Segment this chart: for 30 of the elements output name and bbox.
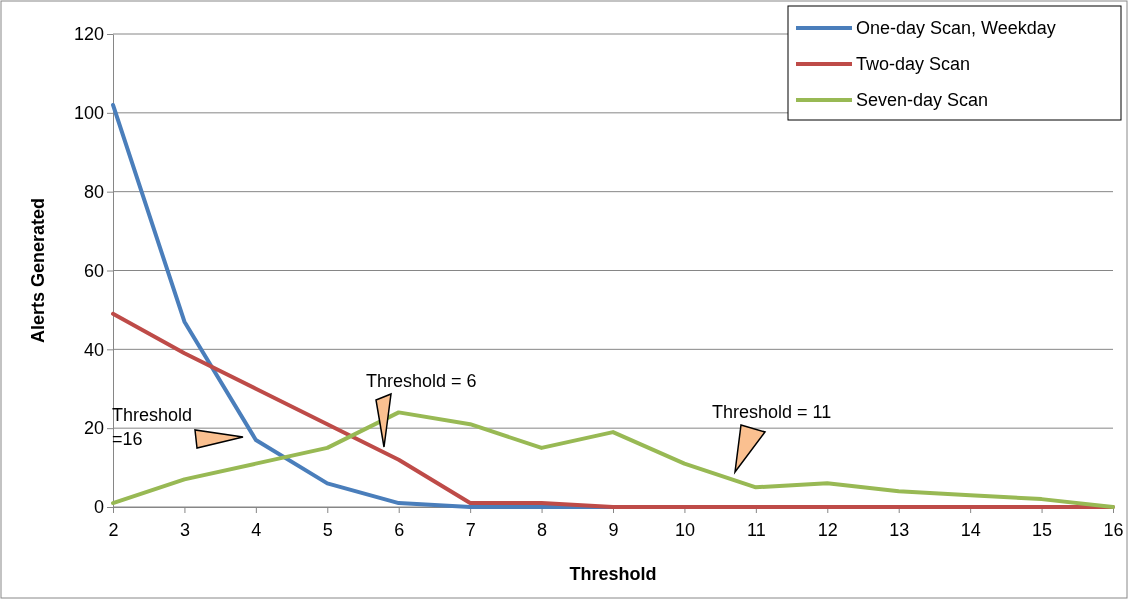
y-tick-label: 0 xyxy=(93,497,104,518)
annotation: Threshold = 11 xyxy=(712,402,832,422)
legend-label: One-day Scan, Weekday xyxy=(856,18,1056,38)
y-axis-title: Alerts Generated xyxy=(28,197,48,344)
y-tick-label: 20 xyxy=(83,418,104,439)
x-axis-title: Threshold xyxy=(569,564,657,584)
y-tick-label: 100 xyxy=(73,103,104,124)
legend-label: Seven-day Scan xyxy=(856,90,989,110)
legend-label: Two-day Scan xyxy=(856,54,971,74)
x-tick-label: 15 xyxy=(1032,519,1053,540)
x-tick-label: 16 xyxy=(1103,519,1124,540)
x-tick-label: 7 xyxy=(465,519,476,540)
y-tick-label: 120 xyxy=(73,24,104,45)
x-tick-label: 13 xyxy=(889,519,910,540)
annotation: Threshold =16 xyxy=(112,405,193,450)
x-tick-label: 12 xyxy=(817,519,838,540)
x-tick-label: 9 xyxy=(608,519,619,540)
annotation: Threshold = 6 xyxy=(366,371,477,391)
x-tick-label: 10 xyxy=(674,519,695,540)
x-tick-label: 2 xyxy=(108,519,119,540)
x-tick-label: 4 xyxy=(251,519,262,540)
y-tick-label: 40 xyxy=(83,339,104,360)
y-tick-label: 80 xyxy=(83,181,104,202)
x-tick-label: 6 xyxy=(394,519,405,540)
y-tick-label: 60 xyxy=(83,260,104,281)
x-tick-label: 3 xyxy=(179,519,190,540)
x-tick-label: 14 xyxy=(960,519,981,540)
x-tick-label: 8 xyxy=(537,519,548,540)
x-tick-label: 11 xyxy=(747,519,766,540)
x-tick-label: 5 xyxy=(322,519,333,540)
